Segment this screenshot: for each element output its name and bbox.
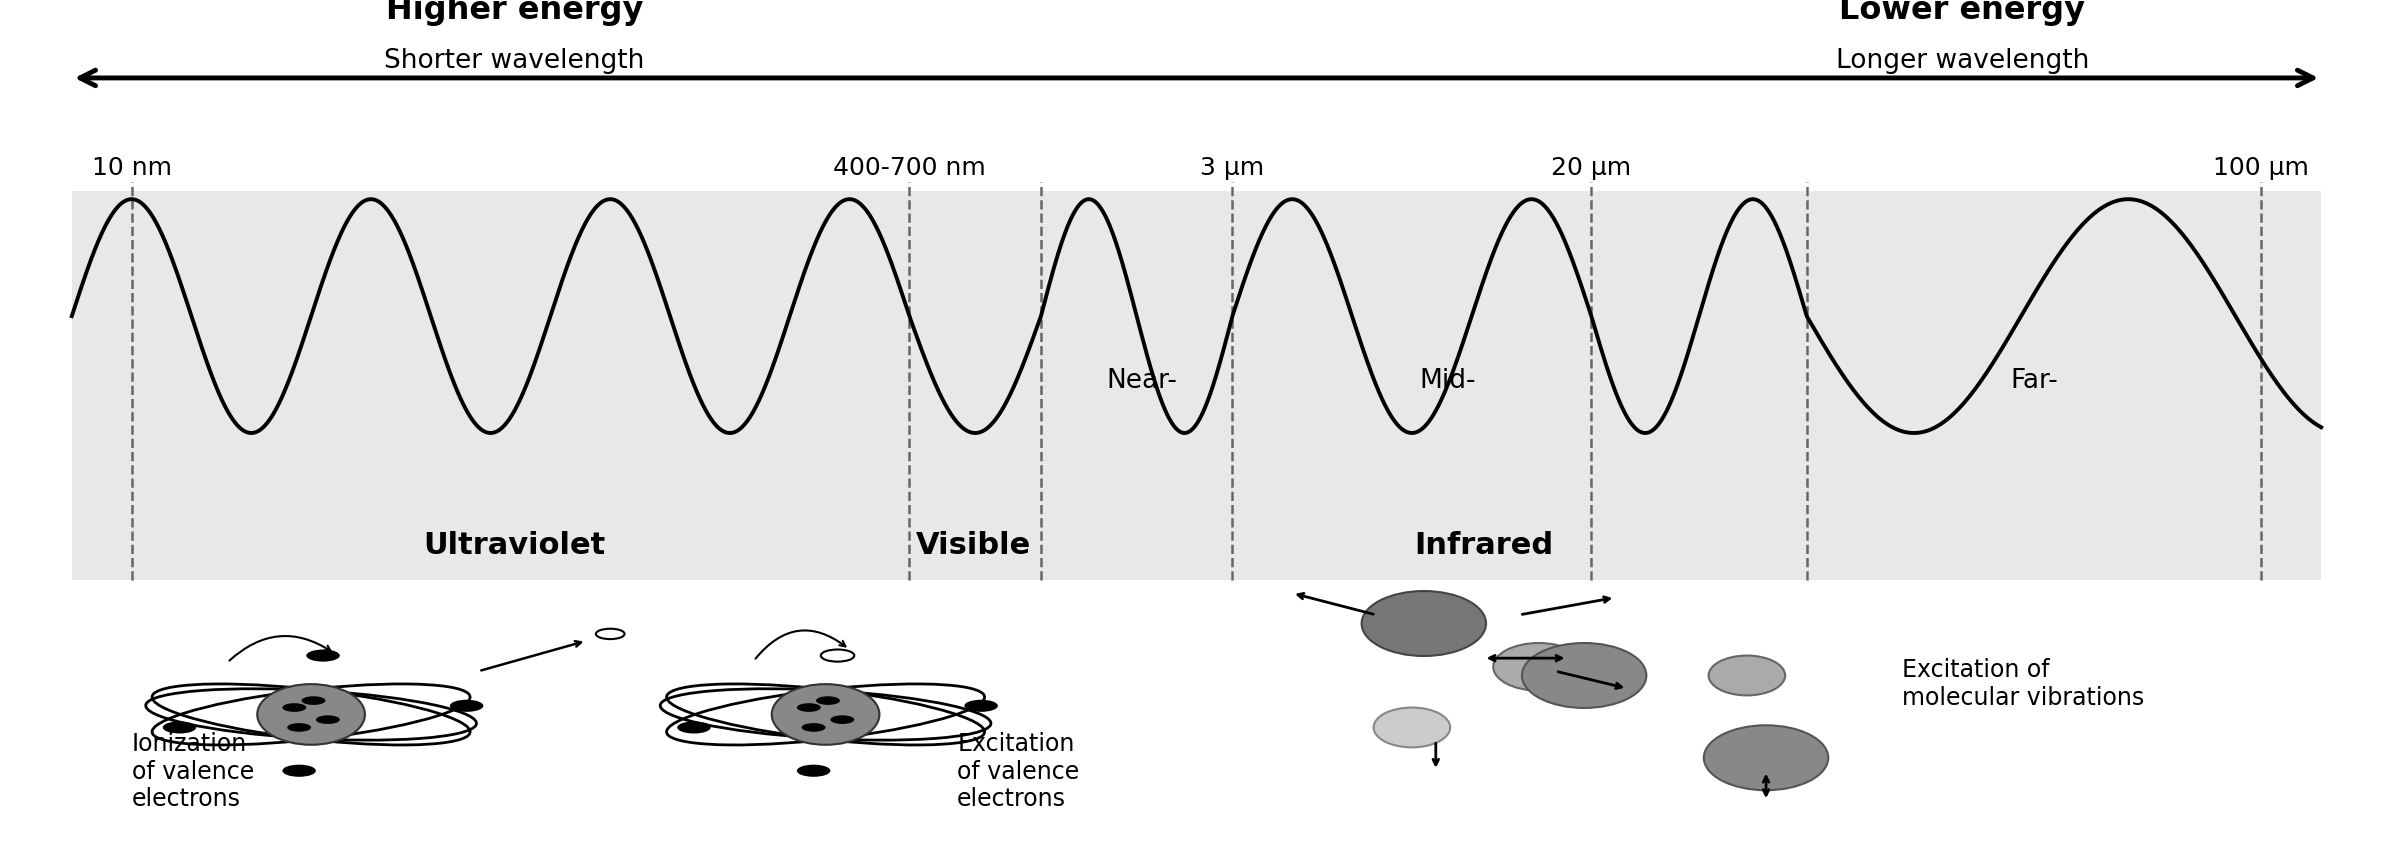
Circle shape [830,715,854,724]
Text: Ionization
of valence
electrons: Ionization of valence electrons [132,732,254,811]
Text: 400-700 nm: 400-700 nm [833,156,986,180]
Circle shape [596,629,625,639]
Circle shape [797,703,821,712]
Circle shape [287,723,311,732]
Ellipse shape [1493,643,1584,691]
Circle shape [797,765,830,777]
Circle shape [306,650,340,662]
Text: Mid-: Mid- [1419,368,1476,394]
Text: Near-: Near- [1106,368,1177,394]
Circle shape [802,723,826,732]
Circle shape [163,721,196,734]
Text: Visible: Visible [917,531,1031,560]
Ellipse shape [1709,656,1785,695]
Text: 3 μm: 3 μm [1201,156,1264,180]
Ellipse shape [1362,591,1486,656]
Text: 10 nm: 10 nm [91,156,172,180]
Circle shape [316,715,340,724]
Circle shape [964,700,998,712]
Ellipse shape [1374,708,1450,747]
Circle shape [821,650,854,662]
Circle shape [450,700,483,712]
Ellipse shape [1522,643,1646,708]
Text: Far-: Far- [2010,368,2058,394]
Text: Higher energy: Higher energy [385,0,644,26]
Circle shape [282,765,316,777]
Circle shape [677,721,711,734]
Text: 20 μm: 20 μm [1551,156,1632,180]
Text: 100 μm: 100 μm [2214,156,2309,180]
Text: Ultraviolet: Ultraviolet [424,531,605,560]
Text: Shorter wavelength: Shorter wavelength [385,48,644,74]
Bar [72,191,2321,580]
Text: Excitation of
molecular vibrations: Excitation of molecular vibrations [1902,658,2144,710]
Circle shape [302,696,325,705]
Ellipse shape [258,684,366,745]
Circle shape [821,650,854,662]
Circle shape [282,703,306,712]
Text: Longer wavelength: Longer wavelength [1835,48,2089,74]
Ellipse shape [1704,725,1828,790]
Circle shape [816,696,840,705]
Text: Infrared: Infrared [1414,531,1553,560]
Ellipse shape [771,684,881,745]
Text: Excitation
of valence
electrons: Excitation of valence electrons [957,732,1079,811]
Text: Lower energy: Lower energy [1840,0,2084,26]
